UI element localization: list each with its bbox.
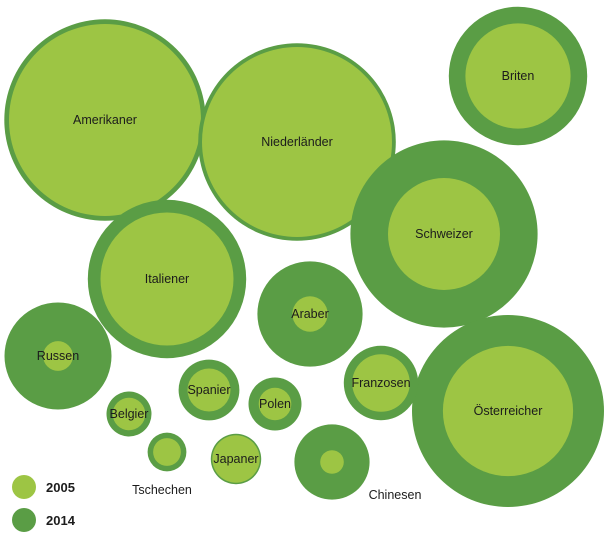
bubble-2005-briten	[465, 23, 571, 129]
bubble-2005-oesterreicher	[442, 345, 574, 477]
bubble-amerikaner: Amerikaner	[4, 19, 206, 221]
legend-swatch-2014	[12, 508, 36, 532]
bubble-2005-japaner	[212, 435, 260, 483]
bubble-japaner: Japaner	[210, 433, 262, 485]
legend-swatch-2005	[12, 475, 36, 499]
bubble-label-chinesen: Chinesen	[369, 488, 422, 502]
bubble-oesterreicher: Österreicher	[412, 315, 604, 507]
bubble-2005-amerikaner	[9, 24, 201, 216]
bubble-niederlaender: Niederländer	[198, 43, 396, 241]
bubble-polen: Polen	[248, 377, 302, 431]
bubble-2005-araber	[292, 296, 328, 332]
bubble-label-franzosen: Franzosen	[351, 376, 410, 390]
bubble-briten: Briten	[448, 6, 588, 146]
bubble-label-niederlaender: Niederländer	[261, 135, 333, 149]
bubble-2005-franzosen	[352, 354, 410, 412]
bubble-label-schweizer: Schweizer	[415, 227, 473, 241]
legend: 2005 2014	[12, 475, 76, 532]
bubble-franzosen: Franzosen	[343, 345, 419, 421]
bubble-label-araber: Araber	[291, 307, 329, 321]
bubble-label-oesterreicher: Österreicher	[474, 404, 543, 418]
bubble-schweizer: Schweizer	[350, 140, 538, 328]
bubble-label-russen: Russen	[37, 349, 79, 363]
bubble-2005-tschechen	[153, 438, 181, 466]
legend-item-2014: 2014	[12, 508, 76, 532]
bubble-2005-spanier	[187, 368, 231, 412]
bubble-label-polen: Polen	[259, 397, 291, 411]
bubbles-group: Amerikaner Niederländer Briten Italiener Sch…	[4, 6, 604, 507]
bubble-belgier: Belgier	[106, 391, 152, 437]
bubble-label-briten: Briten	[502, 69, 535, 83]
legend-item-2005: 2005	[12, 475, 75, 499]
bubble-2005-belgier	[112, 397, 146, 431]
bubble-araber: Araber	[257, 261, 363, 367]
legend-label-2005: 2005	[46, 480, 75, 495]
bubble-italiener: Italiener	[87, 199, 247, 359]
bubble-chinesen: Chinesen	[294, 424, 421, 502]
bubble-tschechen: Tschechen	[132, 432, 192, 497]
bubble-2005-niederlaender	[202, 47, 392, 237]
bubble-label-amerikaner: Amerikaner	[73, 113, 137, 127]
bubble-2005-chinesen	[320, 450, 344, 474]
bubble-russen: Russen	[4, 302, 112, 410]
bubble-2005-italiener	[100, 212, 234, 346]
bubble-spanier: Spanier	[178, 359, 240, 421]
bubble-2005-schweizer	[388, 178, 500, 290]
bubble-2005-russen	[43, 341, 73, 371]
bubble-2005-polen	[258, 387, 292, 421]
bubble-label-tschechen: Tschechen	[132, 483, 192, 497]
legend-label-2014: 2014	[46, 513, 76, 528]
bubble-label-spanier: Spanier	[187, 383, 230, 397]
bubble-label-italiener: Italiener	[145, 272, 189, 286]
bubble-label-japaner: Japaner	[213, 452, 258, 466]
bubble-label-belgier: Belgier	[110, 407, 149, 421]
